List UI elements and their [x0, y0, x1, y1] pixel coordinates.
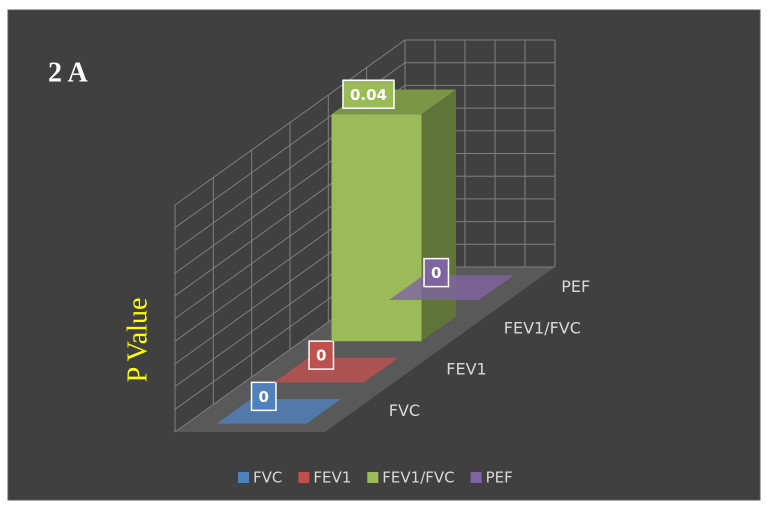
- bar-face: [274, 357, 399, 383]
- bar-front: [331, 114, 422, 342]
- legend-swatch: [367, 472, 379, 483]
- data-label: 0.04: [350, 86, 387, 104]
- category-label: FEV1: [446, 360, 486, 379]
- bar: [389, 275, 514, 300]
- category-label: FVC: [389, 401, 420, 420]
- legend-swatch: [470, 472, 482, 483]
- bar: [216, 399, 341, 424]
- bar-face: [389, 275, 514, 300]
- data-label-box: [308, 340, 335, 370]
- data-label-box: [250, 381, 277, 412]
- legend-label: PEF: [486, 469, 513, 487]
- data-label: 0: [431, 264, 441, 282]
- category-label: PEF: [561, 277, 590, 296]
- legend-label: FEV1: [313, 469, 351, 487]
- legend-label: FVC: [253, 469, 282, 487]
- legend-swatch: [298, 472, 310, 483]
- data-label: 0: [316, 347, 326, 365]
- data-label-box: [423, 257, 450, 288]
- legend-label: FEV1/FVC: [382, 469, 454, 487]
- data-label: 0: [259, 388, 269, 406]
- bar: [331, 89, 456, 342]
- bar: [274, 357, 399, 383]
- y-axis-label: P Value: [122, 298, 153, 383]
- bar-side: [421, 89, 456, 342]
- bar-face: [216, 399, 341, 424]
- category-label: FEV1/FVC: [504, 318, 581, 337]
- data-label-box: [342, 79, 395, 109]
- chart-title: 2 A: [48, 57, 88, 88]
- legend-swatch: [238, 472, 249, 483]
